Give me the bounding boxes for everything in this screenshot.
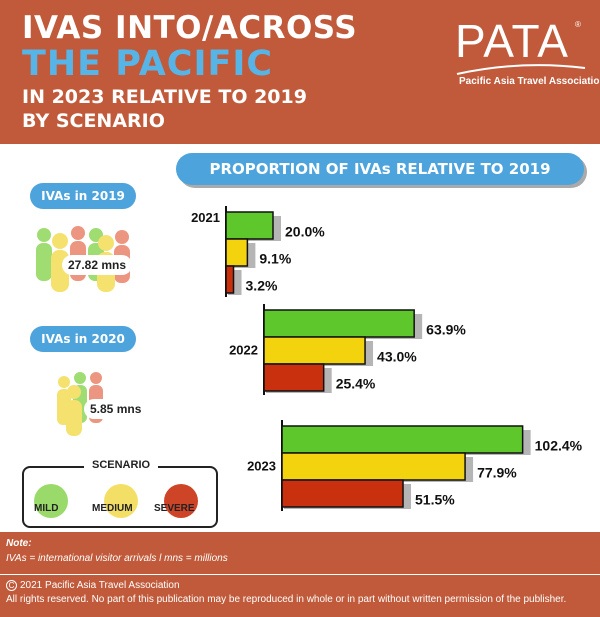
bar-medium [281, 452, 466, 481]
title-line-4: BY SCENARIO [22, 110, 165, 132]
bar-severe [225, 265, 235, 294]
copyright-line: C 2021 Pacific Asia Travel Association [6, 580, 180, 591]
title-line-3: IN 2023 RELATIVE TO 2019 [22, 86, 307, 108]
data-label: 3.2% [246, 278, 278, 294]
logo-subtitle: Pacific Asia Travel Association [459, 76, 600, 87]
legend-severe-label: SEVERE [154, 503, 195, 514]
chart-banner: PROPORTION OF IVAs RELATIVE TO 2019 [176, 153, 584, 185]
legend-mild-label: MILD [34, 503, 59, 514]
header-banner: IVAS INTO/ACROSS THE PACIFIC IN 2023 REL… [0, 0, 600, 144]
rights-text: All rights reserved. No part of this pub… [6, 594, 567, 605]
note-text: IVAs = international visitor arrivals l … [6, 553, 228, 564]
note-title: Note: [6, 538, 32, 549]
bar-severe [281, 479, 404, 508]
bar-medium [263, 336, 366, 365]
legend-medium-label: MEDIUM [92, 503, 133, 514]
footer: Note: IVAs = international visitor arriv… [0, 532, 600, 617]
bar-mild [281, 425, 524, 454]
data-label: 25.4% [336, 376, 376, 392]
scenario-legend: SCENARIO MILD MEDIUM SEVERE [22, 459, 218, 528]
legend-title: SCENARIO [84, 459, 159, 471]
data-label: 102.4% [535, 438, 583, 454]
logo-swoosh-icon [456, 64, 586, 75]
copyright-text: 2021 Pacific Asia Travel Association [20, 580, 180, 592]
category-label: 2021 [191, 210, 220, 225]
data-label: 43.0% [377, 349, 417, 365]
title-line-1: IVAS INTO/ACROSS [22, 10, 358, 46]
ivas-2019-label: IVAs in 2019 [30, 183, 136, 209]
ivas-bar-chart: 2021 20.0% 9.1% 3.2% 2022 63.9% 43.0%25.4% 2023… [191, 206, 583, 511]
data-label: 9.1% [259, 251, 291, 267]
legend-severe-swatch [164, 484, 198, 518]
bar-mild [225, 211, 274, 240]
ivas-2019-value: 27.82 mns [62, 255, 133, 275]
data-label: 63.9% [426, 322, 466, 338]
ivas-2020-label: IVAs in 2020 [30, 326, 136, 352]
category-label: 2022 [229, 343, 258, 358]
copyright-icon: C [6, 580, 17, 591]
footer-divider [0, 574, 600, 575]
category-label: 2023 [247, 459, 276, 474]
ivas-2020-value: 5.85 mns [84, 399, 148, 419]
bar-severe [263, 363, 325, 392]
legend-mild-swatch [34, 484, 68, 518]
data-label: 20.0% [285, 224, 325, 240]
logo-registered-mark: ® [575, 20, 581, 29]
pata-logo: PATA ® Pacific Asia Travel Association [455, 14, 600, 94]
legend-medium-swatch [104, 484, 138, 518]
bar-mild [263, 309, 415, 338]
title-line-2: THE PACIFIC [22, 44, 274, 84]
data-label: 77.9% [477, 465, 517, 481]
bar-medium [225, 238, 249, 267]
data-label: 51.5% [415, 492, 455, 508]
logo-text: PATA [455, 15, 569, 67]
